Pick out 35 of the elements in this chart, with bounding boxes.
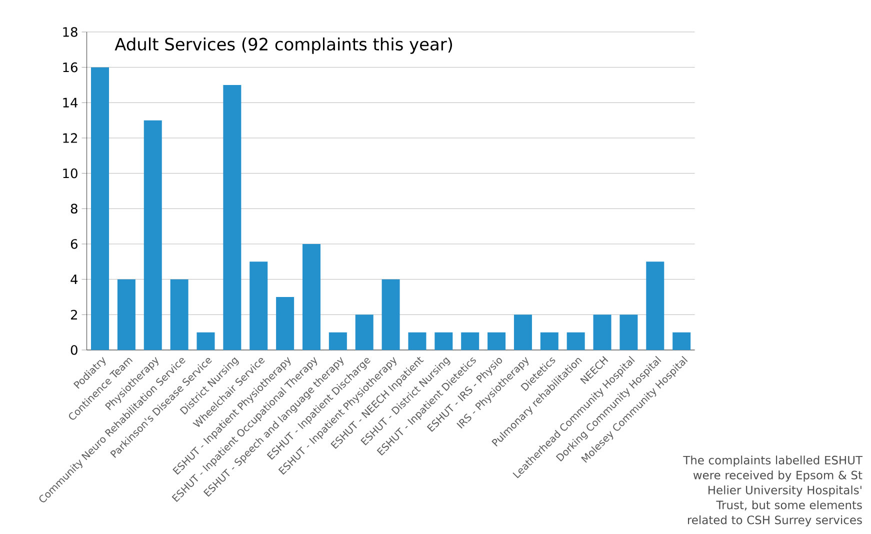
y-tick-label: 16 <box>63 62 78 72</box>
bar <box>488 332 506 350</box>
y-tick-label: 6 <box>70 239 78 249</box>
bar <box>144 120 162 350</box>
bar <box>302 244 320 350</box>
bar <box>223 84 242 350</box>
y-tick-label: 10 <box>63 168 78 178</box>
y-tick-label: 4 <box>70 274 78 284</box>
bar <box>276 296 294 350</box>
bar <box>250 262 268 350</box>
y-tick-label: 18 <box>63 27 78 37</box>
bar <box>196 332 215 350</box>
bar <box>328 332 347 350</box>
bar <box>593 314 612 350</box>
bar <box>566 332 585 350</box>
bar <box>91 67 110 350</box>
y-tick-label: 14 <box>63 98 78 108</box>
bar <box>170 279 188 350</box>
bar <box>382 279 400 350</box>
chart-title: Adult Services (92 complaints this year) <box>114 37 452 54</box>
bar <box>514 314 532 350</box>
text: The complaints labelled ESHUT were received by Epsom & St Helier University Hospitals' Trust, but some elements related to CSH Surrey services <box>683 456 863 526</box>
y-tick-label: 8 <box>70 204 78 214</box>
bar <box>646 262 664 350</box>
bar <box>540 332 558 350</box>
y-tick-label: 0 <box>70 345 78 355</box>
bar <box>434 332 453 350</box>
bar <box>620 314 638 350</box>
bar <box>461 332 480 350</box>
y-tick-label: 2 <box>70 310 77 320</box>
bar <box>355 314 374 350</box>
y-tick-label: 12 <box>63 133 77 143</box>
bar <box>408 332 426 350</box>
bar <box>117 279 136 350</box>
bar <box>672 332 691 350</box>
